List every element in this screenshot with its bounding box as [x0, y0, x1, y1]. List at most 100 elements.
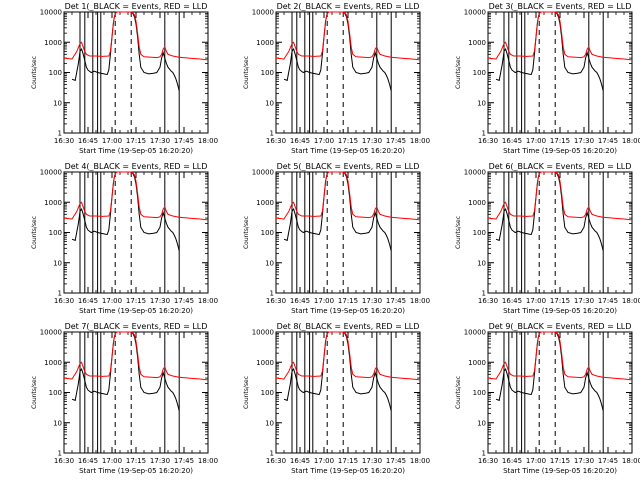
- series-events-line: [71, 11, 180, 91]
- series-lld-line: [63, 331, 209, 381]
- plot-frame: [487, 11, 633, 134]
- y-tick-label: 1000: [256, 39, 274, 47]
- x-tick-label: 17:00: [102, 137, 122, 145]
- y-tick-label: 10000: [40, 9, 62, 17]
- x-tick-label: 17:00: [314, 297, 334, 305]
- x-tick-label: 16:45: [290, 457, 310, 465]
- y-axis-label: Counts/sec: [455, 216, 462, 249]
- series-lld-line: [275, 11, 421, 61]
- x-tick-label: 16:45: [290, 297, 310, 305]
- x-tick-label: 17:30: [150, 457, 170, 465]
- panel-4: Det 4(_BLACK = Events, RED = LLD 1 10 100 10…: [31, 162, 218, 315]
- panel-title: Det 3(_BLACK = Events, RED = LLD: [489, 2, 632, 11]
- y-tick-label: 100: [473, 69, 486, 77]
- y-tick-label: 10: [265, 99, 274, 107]
- x-tick-label: 17:30: [574, 457, 594, 465]
- y-tick-label: 10: [477, 419, 486, 427]
- y-axis-label: Counts/sec: [243, 56, 250, 89]
- x-tick-label: 18:00: [622, 297, 640, 305]
- series-events-line: [283, 11, 392, 91]
- x-tick-label: 17:45: [598, 137, 618, 145]
- y-tick-label: 10: [53, 99, 62, 107]
- y-tick-label: 10: [477, 99, 486, 107]
- x-tick-label: 17:30: [574, 137, 594, 145]
- plot-frame: [63, 171, 209, 294]
- series-events-line: [71, 171, 180, 251]
- panel-title: Det 7(_BLACK = Events, RED = LLD: [65, 322, 208, 331]
- x-axis-label: Start Time (19-Sep-05 16:20:20): [79, 467, 193, 475]
- series-lld-line: [487, 11, 633, 61]
- plot-frame: [487, 331, 633, 454]
- x-tick-label: 16:30: [54, 457, 74, 465]
- series-events-line: [283, 331, 392, 411]
- panel-6: Det 6(_BLACK = Events, RED = LLD 1 10 100 10…: [455, 162, 640, 315]
- x-tick-label: 18:00: [198, 297, 218, 305]
- series-lld-line: [275, 171, 421, 221]
- series-events-line: [495, 11, 604, 91]
- y-tick-label: 10: [53, 419, 62, 427]
- x-axis-label: Start Time (19-Sep-05 16:20:20): [291, 307, 405, 315]
- y-axis-label: Counts/sec: [243, 376, 250, 409]
- panel-title: Det 4(_BLACK = Events, RED = LLD: [65, 162, 208, 171]
- y-axis-label: Counts/sec: [455, 376, 462, 409]
- panel-title: Det 1(_BLACK = Events, RED = LLD: [65, 2, 208, 11]
- series-lld-line: [63, 11, 209, 61]
- plot-frame: [275, 11, 421, 134]
- x-tick-label: 16:30: [478, 457, 498, 465]
- y-tick-label: 10000: [252, 169, 274, 177]
- x-tick-label: 16:30: [478, 297, 498, 305]
- panel-title: Det 2(_BLACK = Events, RED = LLD: [277, 2, 420, 11]
- plot-frame: [63, 331, 209, 454]
- panel-5: Det 5(_BLACK = Events, RED = LLD 1 10 100 10…: [243, 162, 430, 315]
- panel-title: Det 5(_BLACK = Events, RED = LLD: [277, 162, 420, 171]
- y-tick-label: 1000: [44, 199, 62, 207]
- x-tick-label: 17:30: [150, 137, 170, 145]
- series-events-line: [71, 331, 180, 411]
- x-tick-label: 16:45: [502, 297, 522, 305]
- x-tick-label: 17:15: [550, 457, 570, 465]
- y-tick-label: 1000: [256, 359, 274, 367]
- x-tick-label: 17:00: [314, 457, 334, 465]
- x-tick-label: 17:15: [338, 297, 358, 305]
- x-tick-label: 18:00: [198, 457, 218, 465]
- x-tick-label: 18:00: [198, 137, 218, 145]
- x-tick-label: 17:30: [362, 457, 382, 465]
- x-axis-label: Start Time (19-Sep-05 16:20:20): [503, 467, 617, 475]
- y-axis-label: Counts/sec: [455, 56, 462, 89]
- x-axis-label: Start Time (19-Sep-05 16:20:20): [291, 147, 405, 155]
- x-tick-label: 16:45: [78, 457, 98, 465]
- y-tick-label: 1000: [468, 39, 486, 47]
- y-tick-label: 1: [270, 290, 274, 298]
- x-tick-label: 18:00: [622, 457, 640, 465]
- x-tick-label: 17:15: [126, 137, 146, 145]
- x-tick-label: 17:00: [102, 457, 122, 465]
- x-tick-label: 16:30: [54, 137, 74, 145]
- x-axis-label: Start Time (19-Sep-05 16:20:20): [503, 307, 617, 315]
- plot-frame: [487, 171, 633, 294]
- y-tick-label: 1: [58, 450, 62, 458]
- x-tick-label: 17:30: [150, 297, 170, 305]
- y-axis-label: Counts/sec: [243, 216, 250, 249]
- plot-frame: [275, 171, 421, 294]
- x-tick-label: 16:45: [290, 137, 310, 145]
- x-tick-label: 17:15: [338, 137, 358, 145]
- panel-2: Det 2(_BLACK = Events, RED = LLD 1 10 100 10…: [243, 2, 430, 155]
- x-tick-label: 16:30: [54, 297, 74, 305]
- plot-frame: [63, 11, 209, 134]
- y-tick-label: 100: [261, 229, 274, 237]
- y-tick-label: 1000: [256, 199, 274, 207]
- y-tick-label: 100: [49, 69, 62, 77]
- panel-title: Det 6(_BLACK = Events, RED = LLD: [489, 162, 632, 171]
- y-tick-label: 1000: [468, 199, 486, 207]
- series-lld-line: [63, 171, 209, 221]
- y-tick-label: 10000: [464, 329, 486, 337]
- y-tick-label: 10: [53, 259, 62, 267]
- x-tick-label: 18:00: [410, 137, 430, 145]
- x-tick-label: 17:15: [126, 297, 146, 305]
- y-tick-label: 1: [482, 450, 486, 458]
- x-tick-label: 17:15: [550, 297, 570, 305]
- y-tick-label: 10: [265, 419, 274, 427]
- y-tick-label: 10000: [40, 169, 62, 177]
- panel-8: Det 8(_BLACK = Events, RED = LLD 1 10 100 10…: [243, 322, 430, 475]
